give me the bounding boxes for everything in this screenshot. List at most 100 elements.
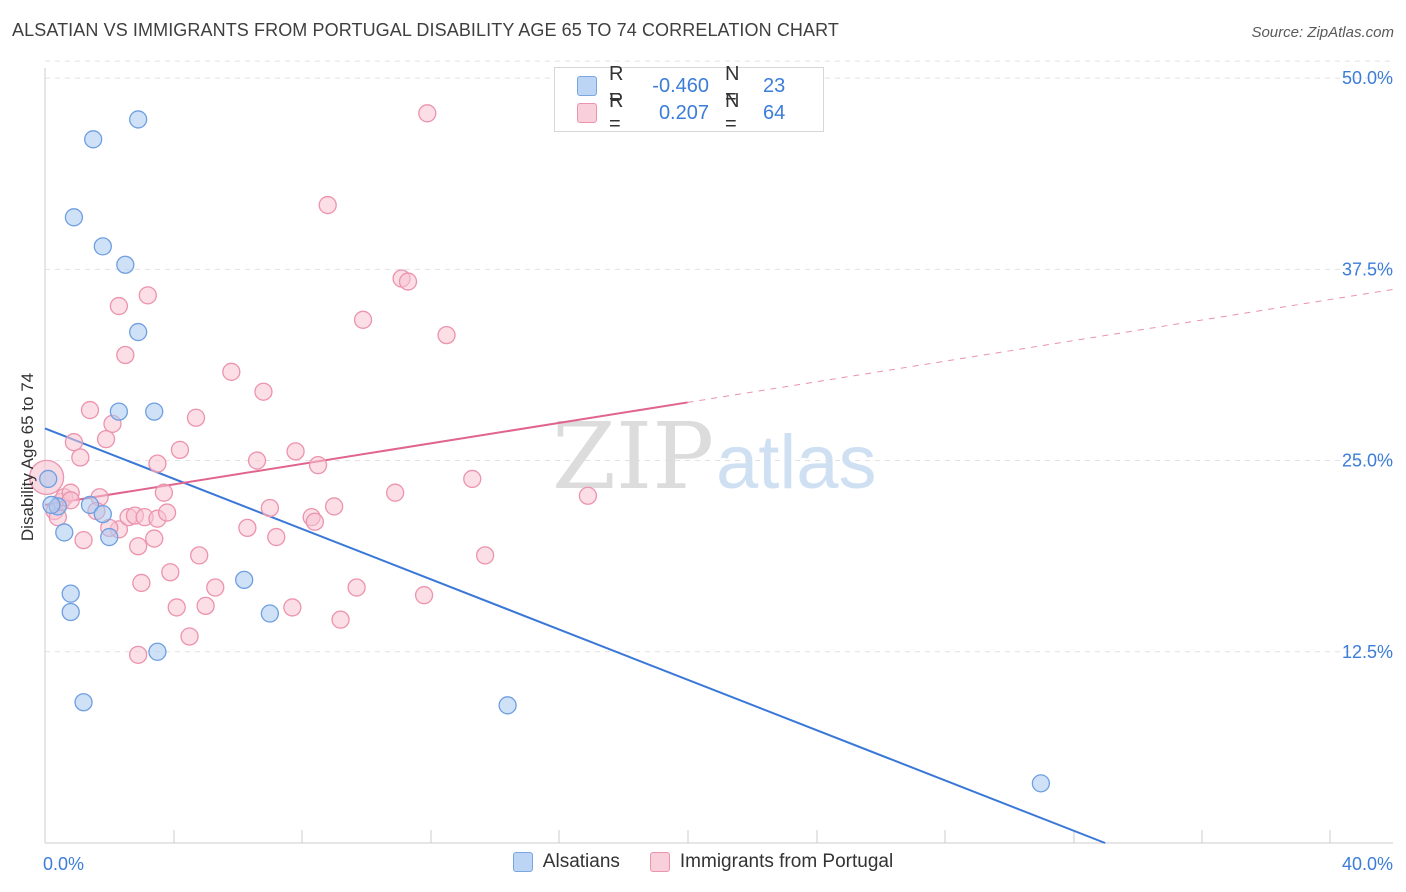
y-tick-label: 37.5% [1342,259,1393,279]
point-alsatians [129,322,148,342]
x-tick-labels: 0.0% 40.0% [43,854,1393,874]
trend-line-alsatians [44,427,1106,844]
point-alsatians [61,602,80,622]
grid-lines [45,60,1393,653]
point-alsatians [235,570,254,590]
point-portugal [196,596,215,616]
point-portugal [161,563,180,582]
point-portugal [109,296,129,316]
y-tick-label: 12.5% [1342,642,1393,662]
y-axis-label: Disability Age 65 to 74 [18,373,37,541]
x-tick-label: 0.0% [43,854,84,874]
legend-n-value: 64 [763,101,786,124]
point-portugal [267,527,286,547]
point-portugal [414,586,434,605]
watermark-zip: ZIP [552,403,714,510]
point-alsatians [129,110,148,129]
point-portugal [475,546,495,565]
point-portugal [331,610,350,629]
point-alsatians [116,255,135,274]
point-portugal [347,578,366,597]
legend-row-portugal: R = 0.207 N = 64 [577,90,786,135]
data-points [28,104,1051,793]
legend-swatch-pink [577,103,597,123]
point-portugal [324,497,344,516]
legend-r-label: R = [609,63,624,108]
point-alsatians [1031,774,1051,793]
point-portugal [254,382,273,401]
trend-lines [44,288,1395,844]
point-portugal [80,400,100,420]
point-portugal [308,455,328,475]
legend-item-portugal[interactable]: Immigrants from Portugal [649,851,894,873]
legend-r-value: 0.207 [658,101,709,124]
series-legend: Alsatians Immigrants from Portugal [0,851,1406,873]
legend-row-alsatians: R = -0.460 N = 23 [577,63,786,108]
point-portugal [186,408,206,427]
point-alsatians [80,495,100,515]
legend-r-label: R = [609,90,624,135]
point-portugal [157,503,177,522]
watermark-atlas: atlas [716,420,877,505]
point-portugal [463,469,482,489]
watermark: ZIP atlas [552,403,877,510]
point-alsatians [93,237,112,256]
point-portugal [138,286,157,305]
point-portugal [116,345,135,365]
legend-n-label: N = [725,63,740,108]
chart-title: ALSATIAN VS IMMIGRANTS FROM PORTUGAL DIS… [12,20,839,40]
point-portugal [64,433,84,452]
point-portugal [247,451,267,470]
point-portugal [129,537,148,556]
point-alsatians [260,604,280,623]
point-portugal [180,627,199,646]
point-portugal [129,645,148,664]
point-alsatians [42,495,61,515]
point-portugal [260,498,280,518]
point-alsatians [93,504,112,524]
source-label: Source: ZipAtlas.com [1251,24,1394,41]
point-portugal [132,573,151,593]
point-portugal [305,512,325,531]
point-portugal [222,362,241,381]
x-tick-label: 40.0% [1342,854,1393,874]
point-portugal [170,440,190,459]
point-alsatians [84,130,103,149]
point-portugal [578,486,598,505]
point-alsatians [61,584,80,603]
point-portugal [353,310,373,329]
legend-n-value: 23 [763,74,786,97]
legend-swatch-blue [512,852,533,872]
point-portugal [386,483,405,502]
point-portugal [154,483,174,502]
legend-r-value: -0.460 [652,74,709,97]
point-alsatians [109,402,129,421]
point-portugal [318,195,337,215]
point-portugal [148,454,167,473]
point-alsatians [145,402,164,421]
point-portugal [418,104,437,123]
legend-n-label: N = [725,90,740,135]
point-portugal [74,530,93,550]
point-portugal [145,529,164,548]
point-portugal [286,442,305,461]
point-portugal [437,325,456,345]
point-portugal [167,598,186,617]
point-portugal [398,272,418,291]
point-alsatians [74,693,93,712]
point-portugal [206,578,225,597]
legend-label-portugal: Immigrants from Portugal [679,851,894,872]
legend-swatch-pink [649,852,670,872]
point-alsatians [39,469,58,489]
legend-item-alsatians[interactable]: Alsatians [512,851,620,873]
y-tick-label: 50.0% [1342,68,1393,88]
correlation-legend: R = -0.460 N = 23 R = 0.207 N = 64 [554,63,824,135]
point-portugal [71,448,90,467]
trend-line-portugal-projection [687,288,1395,403]
point-alsatians [148,642,167,661]
point-portugal [283,598,302,617]
y-tick-label: 25.0% [1342,451,1393,471]
point-alsatians [100,527,119,547]
point-portugal [190,546,209,565]
